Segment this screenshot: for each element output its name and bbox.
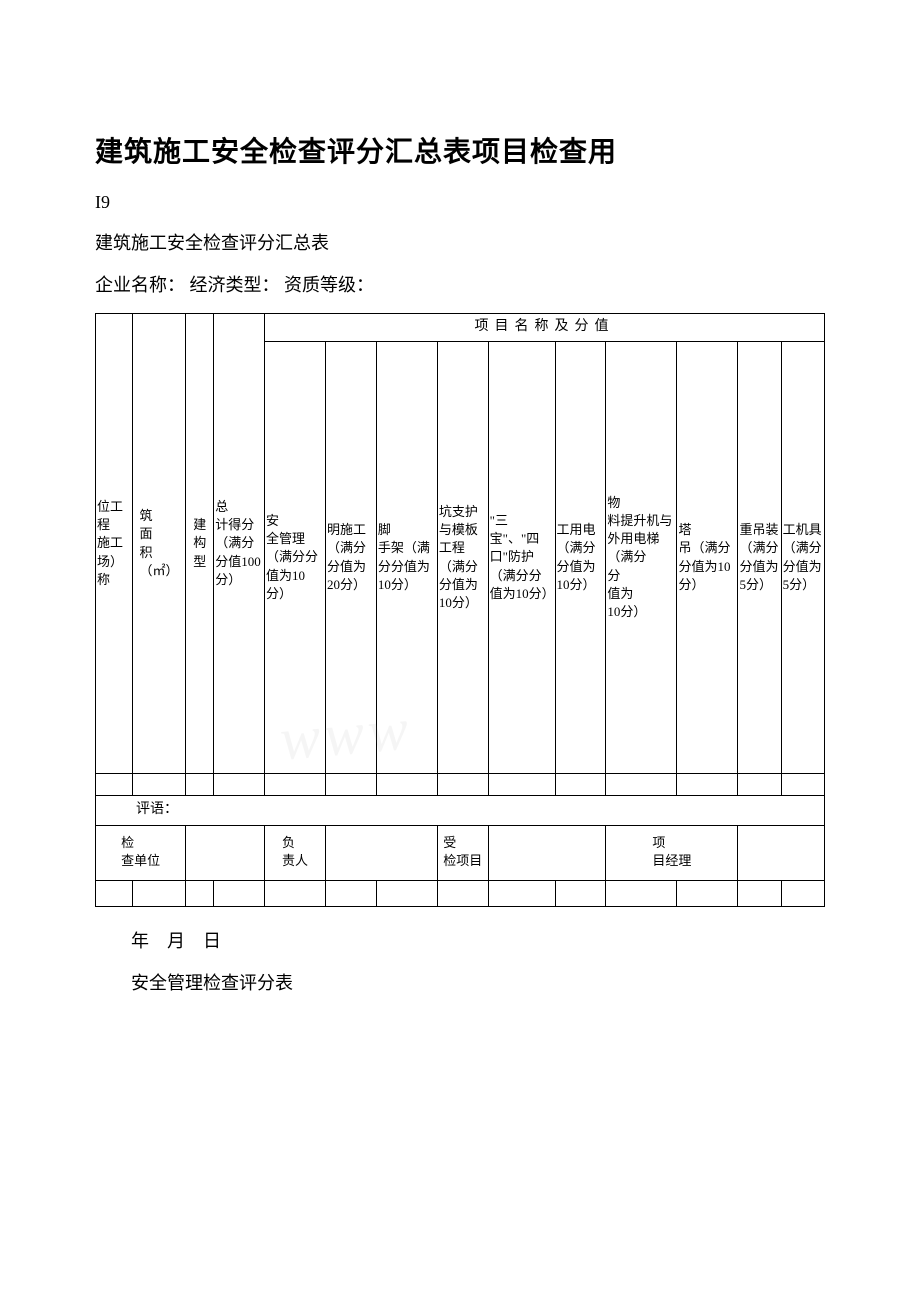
info-line: 企业名称： 经济类型： 资质等级： <box>95 271 825 297</box>
group-header: 项目名称及分值 <box>265 314 825 342</box>
col-14: 工机具（满分分值为5分） <box>783 521 823 594</box>
table-data-row <box>96 774 825 796</box>
col-10: 工用电（满分分值为10分） <box>557 521 605 594</box>
col-6: 明施工（满分分值为20分） <box>327 521 375 594</box>
col-13: 重吊装（满分分值为5分） <box>739 521 779 594</box>
col-3: 建 构 型 <box>193 516 206 571</box>
eval-row: 评语： <box>96 796 825 826</box>
table-last-row <box>96 881 825 907</box>
col-9: "三宝"、"四口"防护（满分分值为10分） <box>490 512 554 603</box>
sign-1: 检 查单位 <box>121 834 160 870</box>
sign-4: 项 目经理 <box>652 834 691 870</box>
sign-3: 受 检项目 <box>443 834 482 870</box>
code-line: I9 <box>95 192 825 213</box>
col-2: 筑 面 积 （㎡） <box>140 507 179 580</box>
sign-2: 负 责人 <box>282 834 308 870</box>
col-4: 总 计得分（满分分值100分） <box>215 498 263 589</box>
col-8: 坑支护与模板工程（满分分值为10分） <box>439 503 487 612</box>
page-title: 建筑施工安全检查评分汇总表项目检查用 <box>95 130 825 170</box>
table-header-row: 位工程 施工 场） 称 筑 面 积 （㎡） 建 构 型 总 计得分（满分分值10… <box>96 314 825 342</box>
date-line: 年 月 日 <box>95 927 825 953</box>
col-1: 位工程 施工 场） 称 <box>97 498 131 589</box>
col-7: 脚 手架（满分分值为10分） <box>378 521 436 594</box>
eval-label: 评语： <box>136 802 178 817</box>
section2-line: 安全管理检查评分表 <box>95 969 825 995</box>
summary-table: 位工程 施工 场） 称 筑 面 积 （㎡） 建 构 型 总 计得分（满分分值10… <box>95 313 825 907</box>
col-5: 安 全管理（满分分值为10分） <box>266 512 324 603</box>
sign-row: 检 查单位 负 责人 受 检项目 项 目经理 <box>96 826 825 881</box>
col-11: 物 料提升机与外用电梯（满分 分 值为 10分） <box>607 494 675 621</box>
col-12: 塔 吊（满分分值为10分） <box>678 521 736 594</box>
subtitle-line: 建筑施工安全检查评分汇总表 <box>95 229 825 255</box>
